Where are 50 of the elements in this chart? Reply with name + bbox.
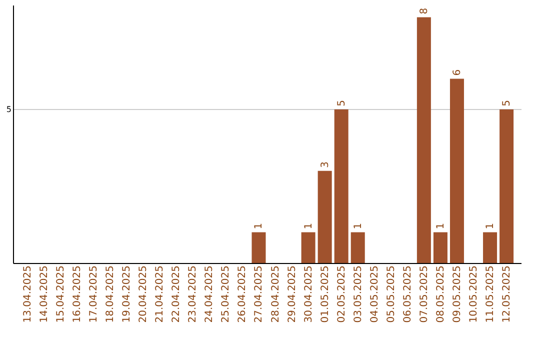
bar: [500, 109, 514, 263]
x-tick-label: 24.04.2025: [204, 266, 216, 323]
x-tick-label: 17.04.2025: [88, 266, 100, 323]
x-tick-label: 02.05.2025: [336, 266, 348, 323]
x-tick-label: 23.04.2025: [188, 266, 199, 323]
bar: [433, 232, 448, 263]
x-tick-label: 15.04.2025: [55, 266, 66, 323]
x-tick-label: 26.04.2025: [237, 266, 248, 323]
x-tick-label: 30.04.2025: [303, 266, 314, 323]
bar: [252, 232, 266, 263]
data-label: 1: [435, 222, 446, 230]
bar: [350, 232, 365, 263]
x-tick-label: 13.04.2025: [22, 266, 34, 323]
x-tick-label: 28.04.2025: [270, 266, 282, 323]
data-label: 5: [502, 100, 513, 106]
data-label: 1: [303, 222, 314, 230]
data-label: 1: [485, 222, 496, 230]
bar: [301, 232, 316, 263]
x-tick-label: 12.05.2025: [502, 266, 513, 323]
x-tick-label: 03.05.2025: [352, 266, 364, 323]
x-tick-label: 27.04.2025: [254, 266, 265, 323]
x-tick-label: 19.04.2025: [122, 266, 133, 323]
x-tick-label: 06.05.2025: [402, 266, 414, 323]
x-tick-label: 25.04.2025: [220, 266, 232, 323]
x-tick-label: 04.05.2025: [369, 266, 380, 323]
bar: [318, 170, 332, 263]
x-tick-label: 21.04.2025: [154, 266, 166, 323]
bar: [334, 109, 348, 263]
x-tick-label: 01.05.2025: [320, 266, 331, 323]
x-tick-label: 08.05.2025: [435, 266, 446, 323]
bar: [483, 232, 498, 263]
x-tick-label: 11.05.2025: [485, 266, 496, 323]
data-label: 1: [352, 222, 364, 230]
x-tick-label: 10.05.2025: [468, 266, 480, 323]
x-tick-label: 09.05.2025: [452, 266, 463, 323]
data-label: 6: [452, 69, 463, 76]
x-tick-label: 16.04.2025: [72, 266, 84, 323]
x-tick-label: 29.04.2025: [286, 266, 298, 323]
x-tick-label: 18.04.2025: [105, 266, 116, 323]
data-label: 3: [320, 161, 331, 168]
x-tick-label: 14.04.2025: [38, 266, 50, 323]
data-label: 5: [336, 100, 348, 106]
data-label: 8: [418, 8, 430, 14]
x-tick-label: 20.04.2025: [138, 266, 150, 323]
x-tick-label: 07.05.2025: [418, 266, 430, 323]
bar: [416, 17, 431, 263]
x-tick-label: 22.04.2025: [171, 266, 182, 323]
x-tick-label: 05.05.2025: [386, 266, 397, 323]
bar: [450, 78, 464, 263]
data-label: 1: [254, 222, 265, 230]
